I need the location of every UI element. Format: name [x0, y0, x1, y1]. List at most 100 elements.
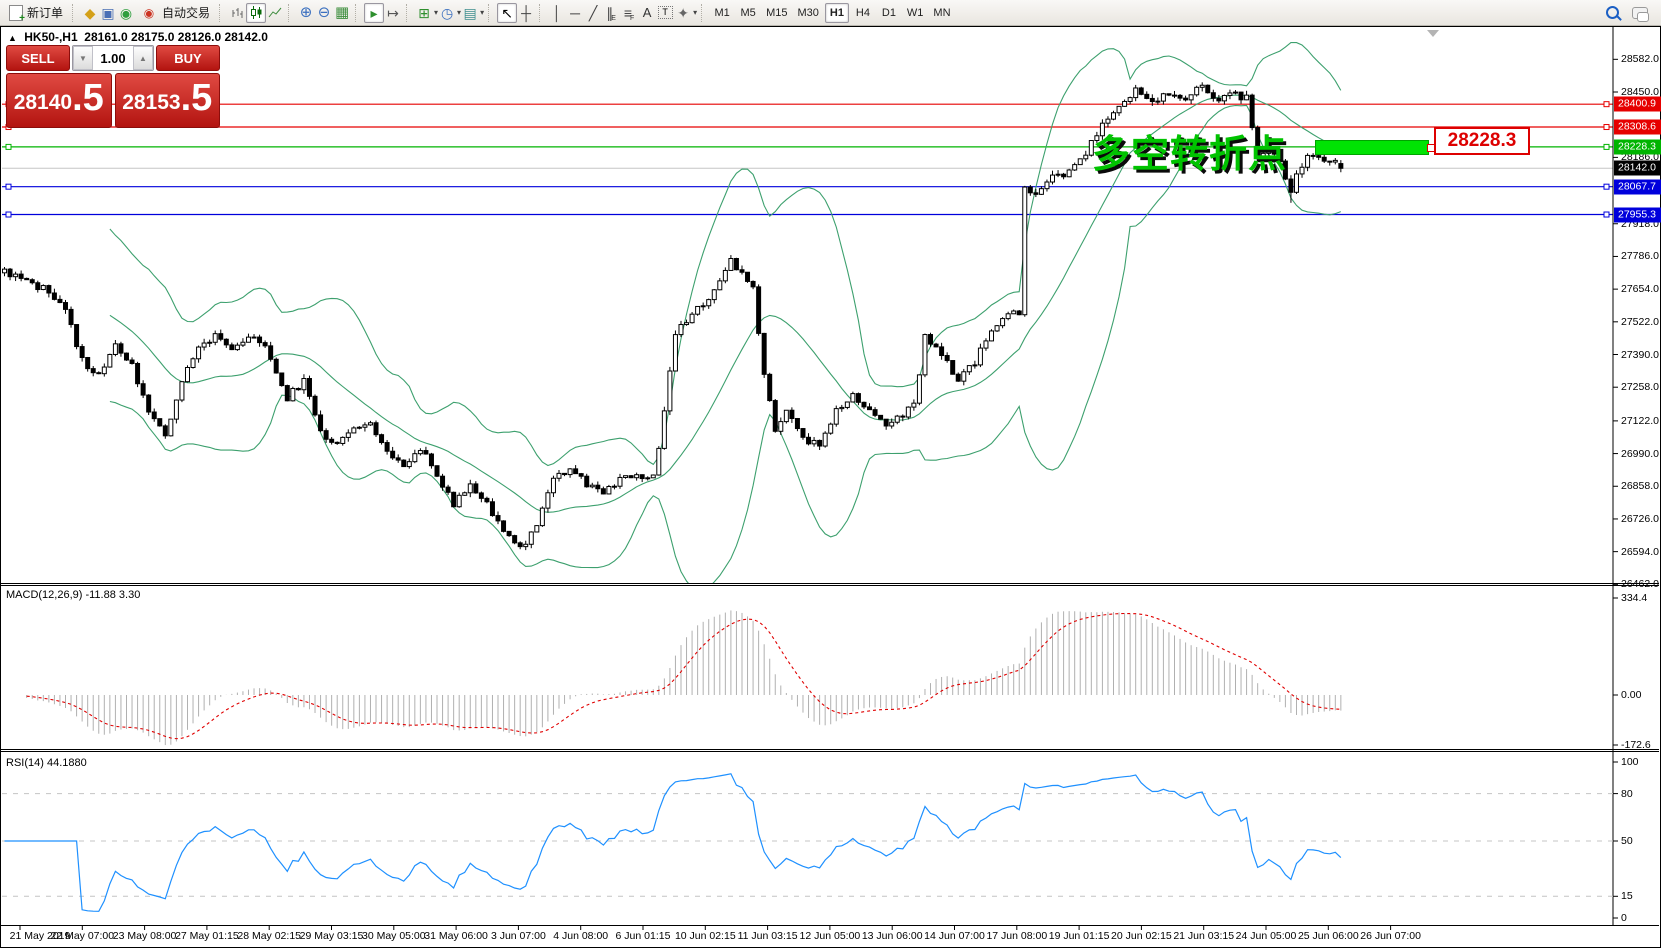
time-axis-label: 24 Jun 05:00 — [1235, 930, 1297, 942]
macd-axis-label: -172.6 — [1621, 739, 1651, 751]
rsi-axis-label: 100 — [1621, 756, 1639, 768]
auto-scroll-icon[interactable]: ▸ — [364, 2, 385, 23]
time-axis-label: 19 Jun 01:15 — [1048, 930, 1110, 942]
annotation-highlight-bar[interactable] — [1315, 140, 1429, 155]
tab-timeframe-H1[interactable]: H1 — [824, 2, 849, 23]
one-click-trading-panel: SELL ▼ 1.00 ▲ BUY 28140.5 28153.5 — [6, 45, 220, 128]
metaeditor-icon[interactable]: ▣ — [101, 4, 115, 21]
channel-icon[interactable]: ∥ E — [606, 4, 616, 22]
price-axis-flag: 28400.9 — [1614, 96, 1661, 112]
price-axis-tick: 26858.0 — [1621, 480, 1659, 493]
zoom-in-icon[interactable]: ⊕ — [299, 4, 313, 21]
arrows-dropdown-caret[interactable]: ▾ — [693, 8, 698, 17]
template-dropdown-caret[interactable]: ▾ — [480, 8, 485, 17]
periods-icon[interactable]: ◷ — [440, 4, 454, 21]
price-axis-tick: 28450.0 — [1621, 86, 1659, 98]
rsi-axis-label: 80 — [1621, 787, 1633, 800]
ohlc-low: 28126.0 — [177, 30, 222, 44]
candlestick-chart-icon[interactable] — [246, 2, 267, 23]
new-order-button[interactable]: 新订单 — [4, 2, 68, 24]
hline-icon[interactable]: ─ — [570, 4, 581, 21]
indicators-dropdown-caret[interactable]: ▾ — [434, 8, 439, 17]
auto-trading-icon: ◉ — [143, 5, 155, 20]
tab-timeframe-MN[interactable]: MN — [929, 3, 954, 23]
time-axis-label: 4 Jun 08:00 — [553, 930, 609, 942]
price-axis-tick: 26594.0 — [1621, 545, 1659, 558]
time-axis-label: 20 Jun 02:15 — [1111, 930, 1172, 942]
volume-value[interactable]: 1.00 — [93, 46, 133, 70]
toolbar-grip — [701, 3, 706, 22]
time-axis-label: 23 May 08:00 — [112, 930, 177, 942]
toolbar-grip — [355, 3, 360, 22]
toolbar-grip — [288, 3, 293, 22]
new-order-label: 新订单 — [27, 6, 64, 20]
arrows-icon[interactable]: ✦ — [677, 4, 689, 21]
time-axis-label: 29 May 03:15 — [299, 930, 364, 942]
crosshair-icon[interactable]: ┼ — [521, 4, 532, 21]
sell-button[interactable]: SELL — [6, 45, 70, 71]
price-axis-tick: 27122.0 — [1621, 414, 1659, 427]
price-axis-flag: 28067.7 — [1614, 179, 1661, 195]
chat-icon[interactable] — [1631, 4, 1649, 22]
vline-icon[interactable]: │ — [552, 4, 562, 21]
ohlc-close: 28142.0 — [224, 30, 268, 44]
price-axis-tick: 28582.0 — [1621, 53, 1659, 66]
chart-shift-icon[interactable]: ↦ — [387, 4, 399, 21]
tile-windows-icon[interactable]: ▦ — [334, 4, 350, 21]
current-price-flag: 28142.0 — [1614, 160, 1661, 176]
time-axis-label: 13 Jun 06:00 — [861, 930, 923, 942]
price-axis-tick: 27654.0 — [1621, 283, 1659, 296]
sell-price-button[interactable]: 28140.5 — [6, 73, 112, 128]
buy-price-button[interactable]: 28153.5 — [114, 73, 220, 128]
template-icon[interactable]: ▤ — [463, 4, 477, 21]
fibonacci-icon[interactable]: ≡ F — [623, 4, 635, 22]
price-axis-tick: 26990.0 — [1621, 447, 1659, 460]
tab-timeframe-M15[interactable]: M15 — [762, 3, 791, 23]
time-axis-label: 21 Jun 03:15 — [1173, 930, 1235, 942]
bar-chart-icon[interactable] — [228, 4, 246, 22]
line-chart-icon[interactable] — [266, 4, 284, 22]
new-order-icon — [9, 4, 25, 24]
periods-dropdown-caret[interactable]: ▾ — [457, 8, 462, 17]
rsi-axis-label: 15 — [1621, 890, 1633, 903]
buy-button[interactable]: BUY — [156, 45, 220, 71]
toolbar-grip — [488, 3, 493, 22]
tab-timeframe-M30[interactable]: M30 — [794, 3, 823, 23]
toolbar-grip — [406, 3, 411, 22]
tab-timeframe-W1[interactable]: W1 — [903, 3, 928, 23]
macd-label: MACD(12,26,9) -11.88 3.30 — [6, 589, 141, 601]
time-axis-label: 14 Jun 07:00 — [924, 930, 985, 942]
zoom-out-icon[interactable]: ⊖ — [317, 4, 331, 21]
time-axis-label: 28 May 02:15 — [237, 930, 302, 942]
trendline-icon[interactable]: ╱ — [588, 4, 598, 21]
tab-timeframe-H4[interactable]: H4 — [851, 3, 875, 23]
search-icon[interactable] — [1603, 4, 1621, 22]
rsi-label: RSI(14) 44.1880 — [6, 757, 87, 769]
timeframe-group: M1 M5 M15 M30 H1 H4 D1 W1 MN — [710, 2, 954, 23]
tab-timeframe-M5[interactable]: M5 — [736, 3, 760, 23]
time-axis-label: 27 May 01:15 — [175, 930, 239, 942]
buy-price-fraction: .5 — [180, 76, 213, 119]
rsi-axis-label: 0 — [1621, 912, 1627, 924]
new-chart-icon[interactable]: ◆ — [84, 4, 96, 21]
text-icon[interactable]: A — [642, 5, 652, 20]
indicators-icon[interactable]: ⊞ — [418, 4, 430, 21]
label-icon[interactable]: T — [656, 4, 674, 22]
toolbar-grip — [539, 3, 544, 22]
cursor-icon[interactable]: ↖ — [497, 2, 518, 23]
tab-timeframe-D1[interactable]: D1 — [877, 3, 901, 23]
auto-trading-button[interactable]: ◉ 自动交易 — [135, 2, 215, 23]
price-axis-tick: 26726.0 — [1621, 512, 1659, 525]
time-axis-label: 26 Jun 07:00 — [1360, 930, 1421, 942]
ohlc-high: 28175.0 — [131, 30, 175, 44]
macd-axis-label: 334.4 — [1621, 592, 1648, 604]
tab-timeframe-M1[interactable]: M1 — [710, 3, 734, 23]
volume-up-button[interactable]: ▲ — [133, 46, 153, 70]
volume-down-button[interactable]: ▼ — [73, 46, 93, 70]
time-axis-label: 22 May 07:00 — [50, 930, 115, 942]
time-axis-label: 12 Jun 05:00 — [799, 930, 861, 942]
collapse-marker-icon[interactable]: ▲ — [8, 33, 17, 43]
signals-icon[interactable]: ◉ — [119, 4, 133, 21]
symbol-period: HK50-,H1 — [24, 30, 78, 44]
sell-price-fraction: .5 — [72, 76, 104, 119]
